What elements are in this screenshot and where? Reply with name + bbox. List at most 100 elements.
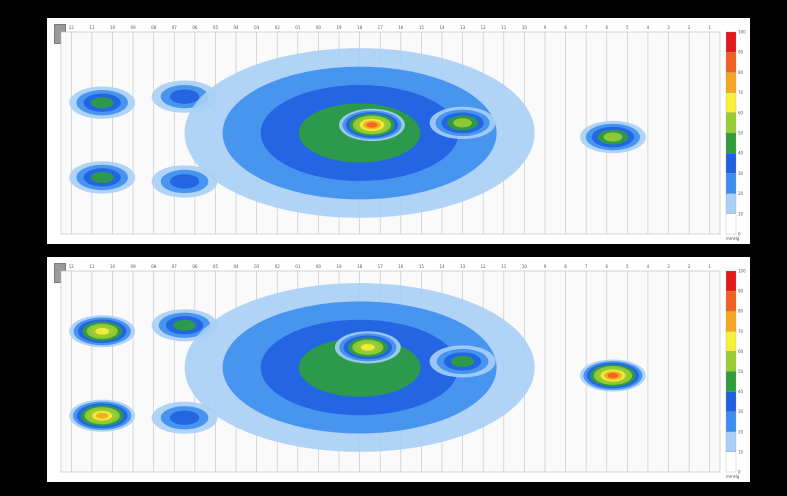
column-tick-label: 01 [295, 25, 301, 30]
scale-swatch [725, 451, 737, 473]
column-tick-label: 05 [213, 264, 219, 269]
scale-swatch [725, 92, 737, 113]
scale-swatch [725, 52, 737, 73]
column-tick-label: 8 [564, 264, 567, 269]
column-tick-label: 14 [439, 25, 445, 30]
column-tick-label: 11 [89, 25, 95, 30]
hotspot-head-level [607, 372, 619, 379]
scale-swatch [725, 72, 737, 93]
scale-tick-label: 50 [738, 369, 744, 374]
scale-swatch [725, 112, 737, 134]
heatmap-bottom: 12 11 10 09 08 07 06 05 04 03 02 01 00 19 18 17 16 15 14 13… [60, 264, 746, 479]
column-tick-label: 01 [295, 264, 301, 269]
scale-tick-label: 0 [738, 232, 741, 237]
column-tick-label: 2 [688, 264, 691, 269]
column-tick-label: 9 [544, 264, 547, 269]
hotspot-hip-level [451, 355, 475, 368]
column-tick-label: 09 [131, 25, 137, 30]
scale-tick-label: 20 [738, 429, 744, 434]
scale-tick-label: 60 [738, 110, 744, 115]
heatmap-top: 12 11 10 09 08 07 06 05 04 03 02 01 00 19 18 17 16 15 14 13… [60, 25, 746, 241]
scale-tick-label: 90 [738, 50, 744, 55]
hotspot-elbow-right-level [169, 89, 200, 104]
column-tick-label: 17 [378, 25, 384, 30]
column-tick-label: 00 [316, 264, 322, 269]
column-tick-label: 10 [110, 25, 116, 30]
column-tick-label: 11 [501, 25, 507, 30]
column-tick-label: 06 [192, 25, 198, 30]
column-tick-label: 13 [460, 264, 466, 269]
column-tick-label: 10 [522, 25, 528, 30]
scale-tick-label: 40 [738, 389, 744, 394]
scale-tick-label: 70 [738, 329, 744, 334]
scale-swatch [725, 270, 737, 292]
column-tick-label: 15 [419, 264, 425, 269]
column-tick-label: 10 [110, 264, 116, 269]
scale-swatch [725, 351, 737, 372]
column-tick-label: 10 [522, 264, 528, 269]
column-tick-label: 16 [398, 25, 404, 30]
column-tick-label: 03 [254, 25, 260, 30]
hotspot-hand-left-level [96, 412, 109, 419]
pressure-contours [69, 283, 646, 452]
scale-tick-label: 100 [738, 269, 746, 274]
column-tick-label: 07 [172, 264, 178, 269]
column-tick-label: 11 [89, 264, 95, 269]
scale-tick-label: 10 [738, 449, 744, 454]
pressure-map-bottom: 12 11 10 09 08 07 06 05 04 03 02 01 00 19 18 17 16 15 14 13… [47, 257, 750, 482]
column-tick-label: 12 [69, 25, 75, 30]
hotspot-elbow-right-level [173, 319, 197, 331]
scale-swatch [725, 213, 737, 235]
hotspot-shoulder-peak-level [360, 343, 375, 351]
scale-tick-label: 0 [738, 470, 741, 475]
hotspot-hip-level [453, 118, 472, 128]
column-tick-label: 13 [460, 25, 466, 30]
scale-tick-label: 30 [738, 409, 744, 414]
column-tick-label: 5 [626, 264, 629, 269]
scale-tick-label: 10 [738, 211, 744, 216]
column-tick-label: 19 [336, 25, 342, 30]
column-tick-label: 17 [378, 264, 384, 269]
column-tick-label: 7 [585, 25, 588, 30]
hotspot-elbow-left-level [169, 174, 200, 189]
column-tick-label: 3 [667, 25, 670, 30]
scale-tick-label: 60 [738, 349, 744, 354]
scale-swatch [725, 331, 737, 352]
column-tick-label: 04 [234, 25, 240, 30]
column-tick-label: 12 [481, 25, 487, 30]
column-tick-label: 04 [234, 264, 240, 269]
scale-tick-label: 90 [738, 289, 744, 294]
scale-swatch [725, 132, 737, 154]
column-tick-label: 12 [481, 264, 487, 269]
scale-swatch [725, 31, 737, 53]
column-tick-label: 02 [275, 25, 281, 30]
column-tick-label: 06 [192, 264, 198, 269]
column-tick-label: 6 [605, 25, 608, 30]
scale-tick-label: 20 [738, 191, 744, 196]
column-tick-label: 08 [151, 264, 157, 269]
scale-swatch [725, 290, 737, 312]
scale-swatch [725, 311, 737, 332]
scale-swatch [725, 193, 737, 214]
scale-tick-label: 80 [738, 70, 744, 75]
scale-tick-label: 30 [738, 171, 744, 176]
column-tick-label: 11 [501, 264, 507, 269]
column-tick-label: 14 [439, 264, 445, 269]
hotspot-head-level [603, 132, 623, 142]
column-tick-label: 02 [275, 264, 281, 269]
scale-swatch [725, 153, 737, 174]
scale-swatch [725, 431, 737, 453]
hotspot-shoulder-peak-level [366, 122, 378, 128]
column-tick-label: 03 [254, 264, 260, 269]
column-tick-label: 4 [647, 25, 650, 30]
scale-tick-label: 80 [738, 309, 744, 314]
column-tick-label: 1 [708, 264, 711, 269]
column-tick-label: 16 [398, 264, 404, 269]
column-tick-label: 3 [667, 264, 670, 269]
column-tick-label: 12 [69, 264, 75, 269]
hotspot-hand-right-level [90, 97, 114, 109]
hotspot-hand-left-level [90, 171, 114, 184]
scale-unit-label: mmHg [726, 474, 740, 479]
